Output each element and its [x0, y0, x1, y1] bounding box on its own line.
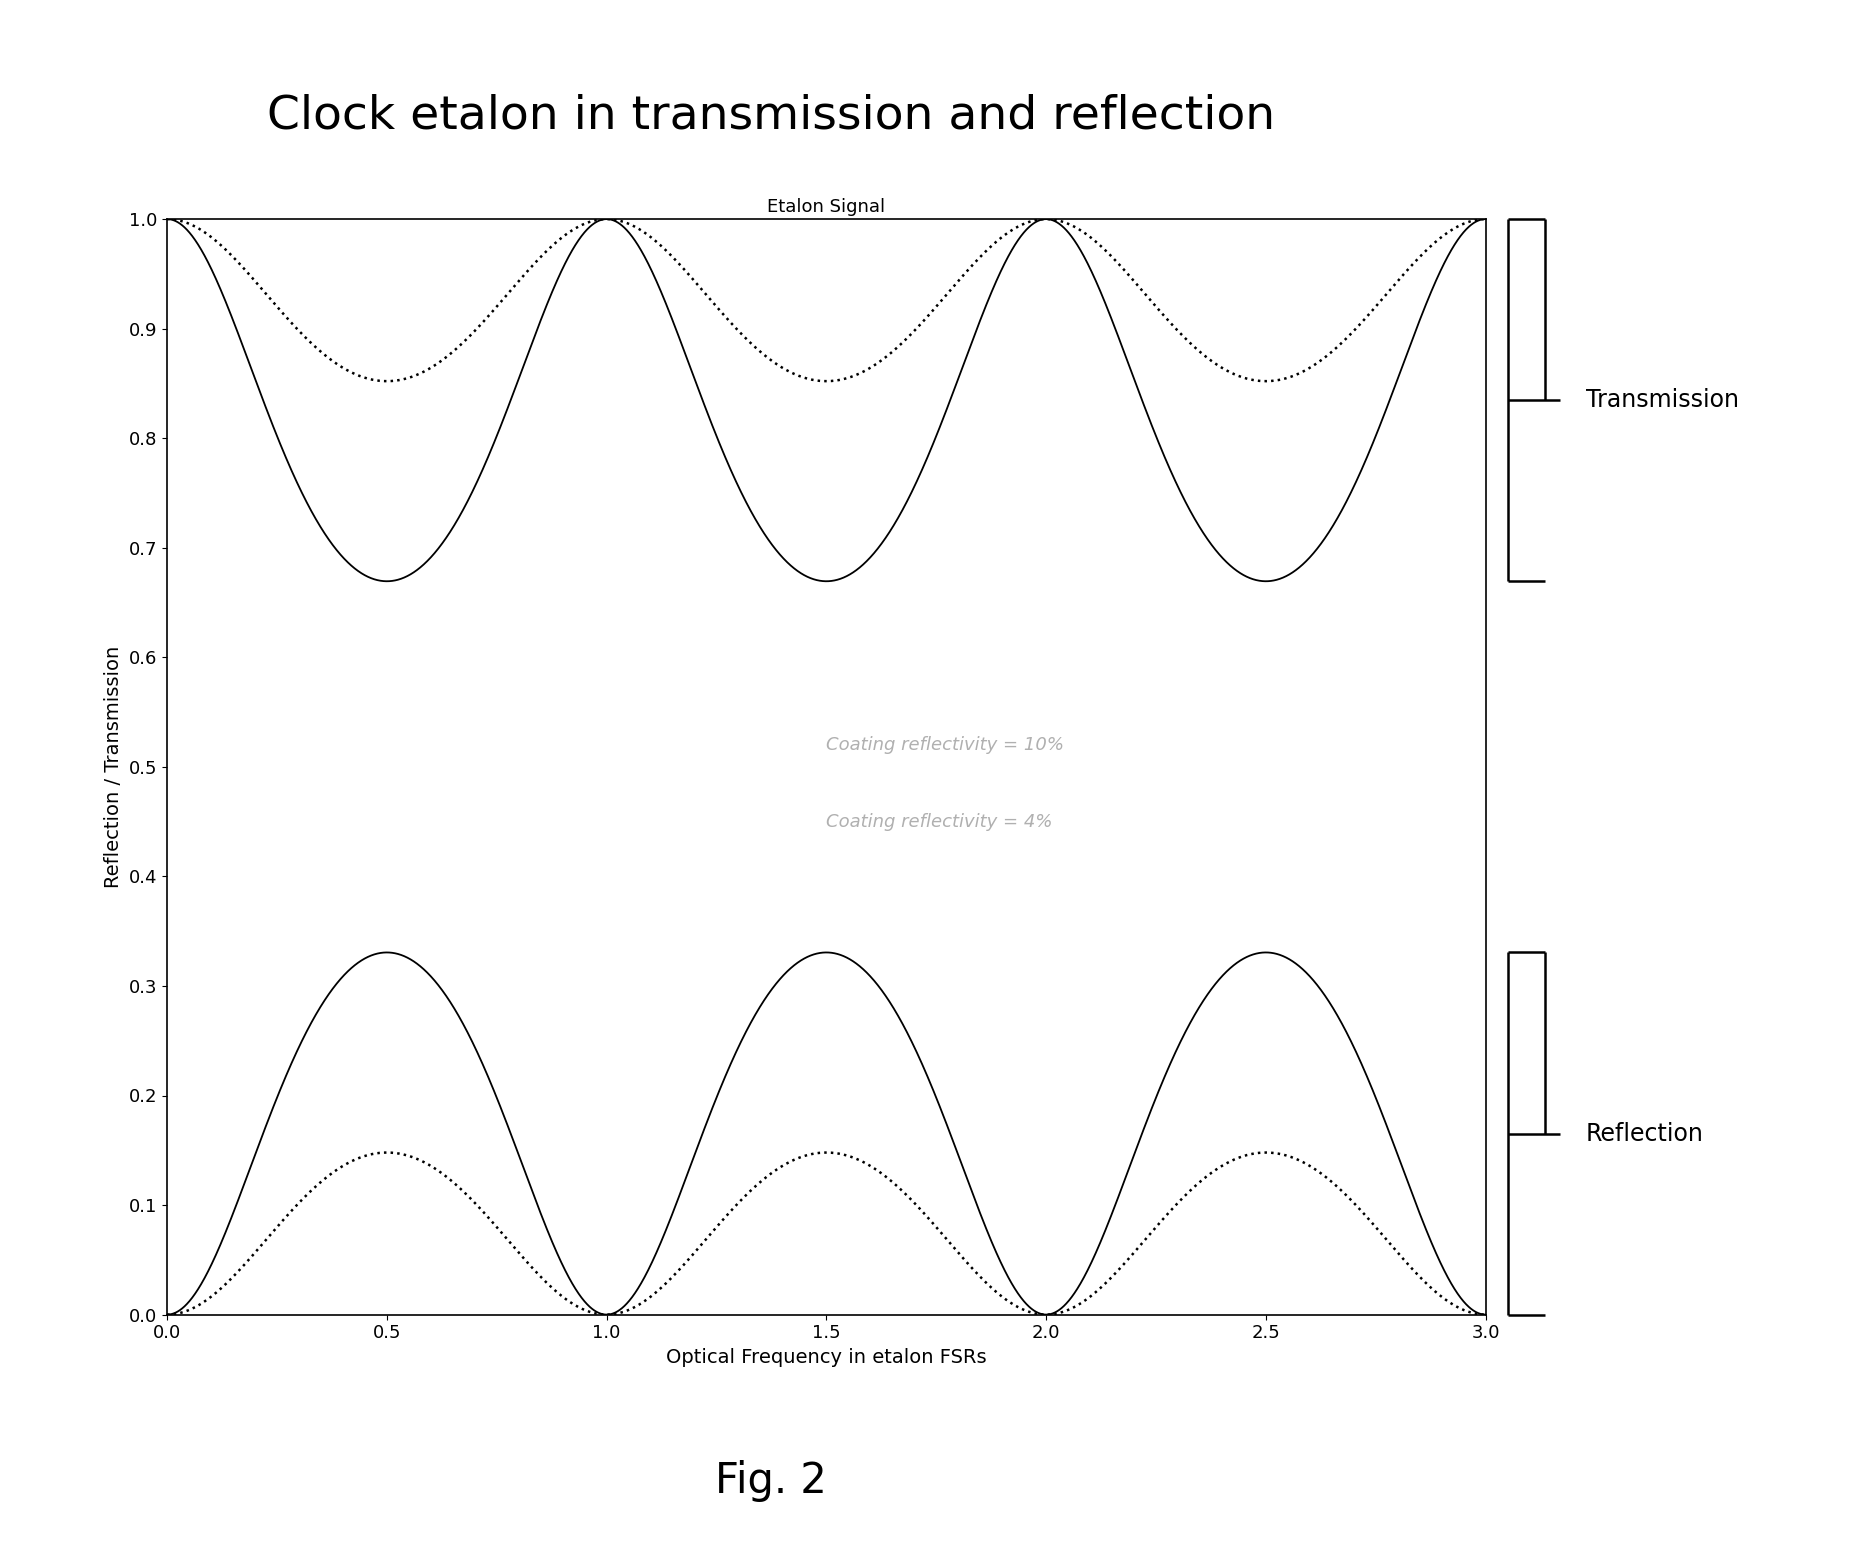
Text: Fig. 2: Fig. 2	[715, 1460, 826, 1502]
Text: Coating reflectivity = 10%: Coating reflectivity = 10%	[826, 736, 1064, 754]
Text: Reflection: Reflection	[1586, 1122, 1703, 1146]
X-axis label: Optical Frequency in etalon FSRs: Optical Frequency in etalon FSRs	[667, 1347, 986, 1366]
Text: Clock etalon in transmission and reflection: Clock etalon in transmission and reflect…	[267, 94, 1274, 139]
Text: Coating reflectivity = 4%: Coating reflectivity = 4%	[826, 812, 1053, 831]
Text: Transmission: Transmission	[1586, 388, 1738, 412]
Title: Etalon Signal: Etalon Signal	[767, 199, 886, 216]
Y-axis label: Reflection / Transmission: Reflection / Transmission	[104, 646, 123, 887]
